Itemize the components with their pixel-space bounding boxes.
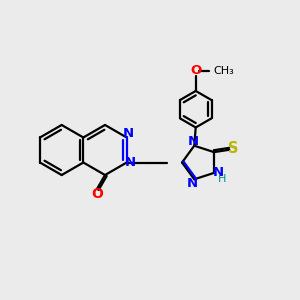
Text: S: S [228,141,238,156]
Text: N: N [123,127,134,140]
Text: O: O [190,64,201,77]
Text: O: O [91,187,103,201]
Text: CH₃: CH₃ [213,66,234,76]
Text: H: H [218,174,226,184]
Text: N: N [188,135,199,148]
Text: N: N [125,156,136,169]
Text: N: N [187,177,198,190]
Text: N: N [212,167,224,179]
